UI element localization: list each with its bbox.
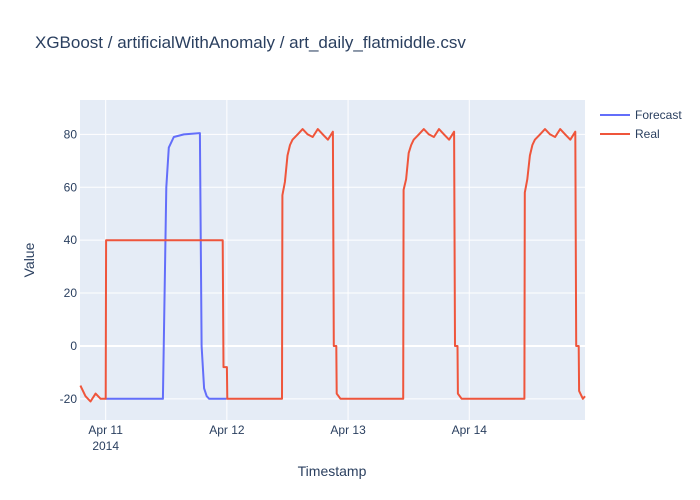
x-tick-label: Apr 12 xyxy=(209,423,245,437)
y-axis-title: Value xyxy=(21,242,37,277)
series-line-forecast[interactable] xyxy=(105,132,227,400)
x-tick-labels: Apr 11 2014 Apr 12 Apr 13 Apr 14 xyxy=(88,423,487,453)
chart-title: XGBoost / artificialWithAnomaly / art_da… xyxy=(35,33,466,52)
y-tick-label: 80 xyxy=(64,127,78,141)
y-tick-label: 40 xyxy=(64,233,78,247)
legend-label: Real xyxy=(635,127,660,141)
x-tick-label: Apr 13 xyxy=(330,423,366,437)
x-tick-label: Apr 14 xyxy=(452,423,488,437)
y-tick-label: 0 xyxy=(70,339,77,353)
y-tick-label: 20 xyxy=(64,286,78,300)
legend-item-forecast[interactable]: Forecast xyxy=(600,108,682,122)
x-axis-title: Timestamp xyxy=(298,463,367,479)
legend-item-real[interactable]: Real xyxy=(600,127,660,141)
x-tick-sublabel: 2014 xyxy=(92,439,119,453)
legend-label: Forecast xyxy=(635,108,682,122)
x-tick-label: Apr 11 xyxy=(88,423,123,437)
y-tick-labels: -20 0 20 40 60 80 xyxy=(60,127,78,405)
legend[interactable]: Forecast Real xyxy=(600,108,682,141)
y-tick-label: -20 xyxy=(60,392,78,406)
series-line-real[interactable] xyxy=(79,128,586,403)
series-layer xyxy=(79,128,586,403)
y-tick-label: 60 xyxy=(64,180,78,194)
